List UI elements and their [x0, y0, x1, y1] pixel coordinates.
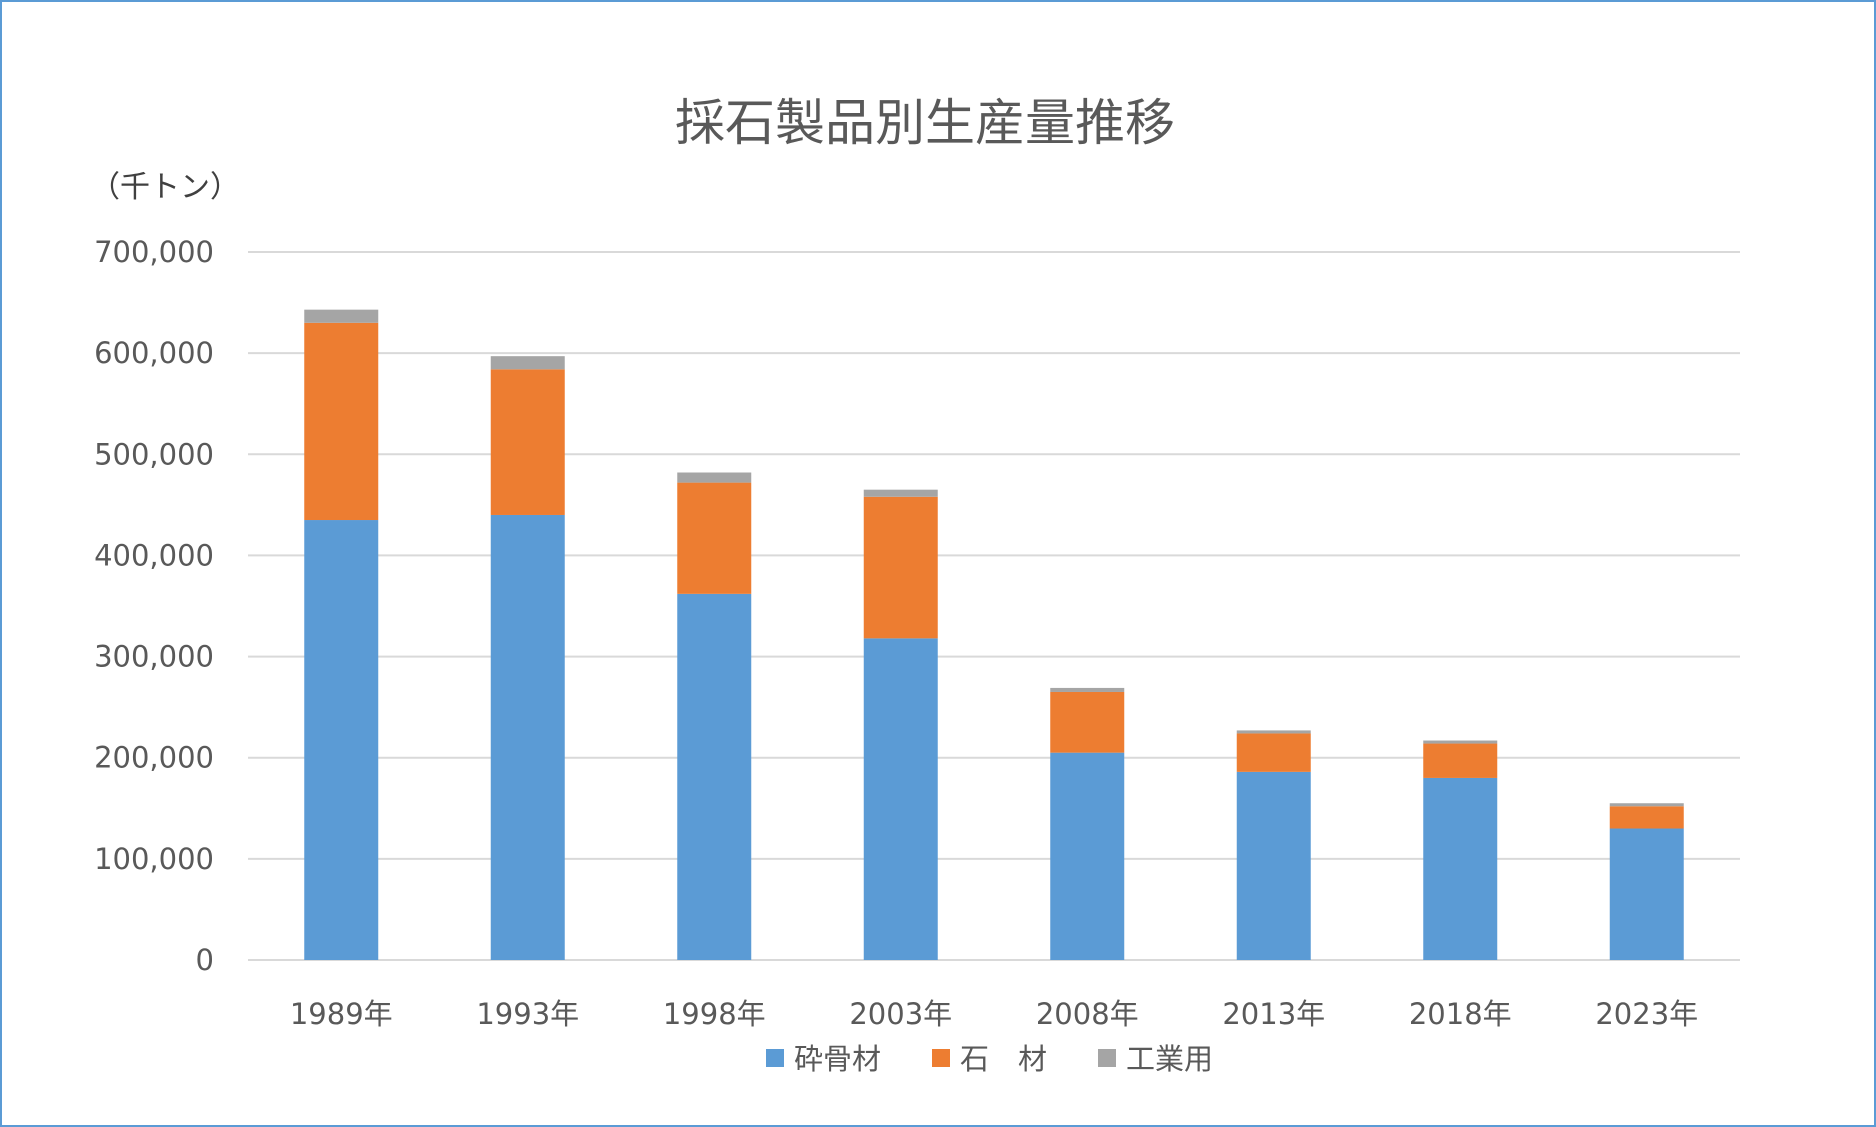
y-tick-label: 400,000	[94, 538, 214, 572]
x-tick-label: 2008年	[1036, 997, 1139, 1031]
bar-segment	[863, 638, 938, 960]
bar-segment	[304, 322, 379, 521]
bar-segment	[304, 309, 379, 323]
bar-segment	[1236, 771, 1311, 960]
y-tick-label: 0	[196, 943, 214, 977]
bar-segment	[863, 489, 938, 497]
y-tick-label: 500,000	[94, 437, 214, 471]
bar-segment	[1050, 752, 1125, 960]
legend-label: 砕骨材	[794, 1042, 881, 1076]
bar-segment	[1423, 777, 1498, 960]
bar-segment	[1609, 828, 1684, 960]
x-tick-label: 2003年	[849, 997, 952, 1031]
bar-segment	[1609, 806, 1684, 829]
x-tick-label: 1989年	[290, 997, 393, 1031]
legend-label: 工業用	[1126, 1042, 1213, 1076]
bar-segment	[677, 482, 752, 594]
bar-segment	[863, 496, 938, 639]
bar-segment	[490, 356, 565, 370]
bar-segment	[1423, 740, 1498, 744]
bar-segment	[1050, 687, 1125, 692]
bar-segment	[1050, 691, 1125, 753]
x-tick-label: 2013年	[1222, 997, 1325, 1031]
gridlines	[248, 251, 1740, 961]
y-axis-unit-label: （千トン）	[90, 170, 240, 205]
bar-segment	[490, 369, 565, 515]
bar-segment	[304, 520, 379, 960]
y-axis-ticks: 0 100,000 200,000 300,000 400,000 500,000 600,…	[94, 235, 214, 977]
bar-segment	[677, 593, 752, 960]
bar-segment	[1609, 803, 1684, 807]
x-tick-label: 1993年	[476, 997, 579, 1031]
y-tick-label: 100,000	[94, 842, 214, 876]
bar-segment	[1236, 730, 1311, 734]
x-axis-ticks: 1989年 1993年 1998年 2003年 2008年 2013年 2018年 2023年	[290, 997, 1698, 1031]
bar-segment	[1236, 733, 1311, 772]
y-tick-label: 200,000	[94, 741, 214, 775]
y-tick-label: 300,000	[94, 640, 214, 674]
bar-segment	[1423, 743, 1498, 778]
bar-segment	[677, 472, 752, 483]
y-tick-label: 600,000	[94, 336, 214, 370]
legend: 砕骨材 石 材 工業用	[766, 1042, 1213, 1076]
x-tick-label: 2018年	[1409, 997, 1512, 1031]
bars	[304, 309, 1684, 960]
chart-title: 採石製品別生産量推移	[675, 94, 1175, 152]
x-tick-label: 1998年	[663, 997, 766, 1031]
bar-segment	[490, 514, 565, 960]
legend-swatch	[1098, 1049, 1116, 1067]
legend-swatch	[766, 1049, 784, 1067]
legend-label: 石 材	[960, 1042, 1047, 1076]
x-tick-label: 2023年	[1595, 997, 1698, 1031]
legend-swatch	[932, 1049, 950, 1067]
y-tick-label: 700,000	[94, 235, 214, 269]
